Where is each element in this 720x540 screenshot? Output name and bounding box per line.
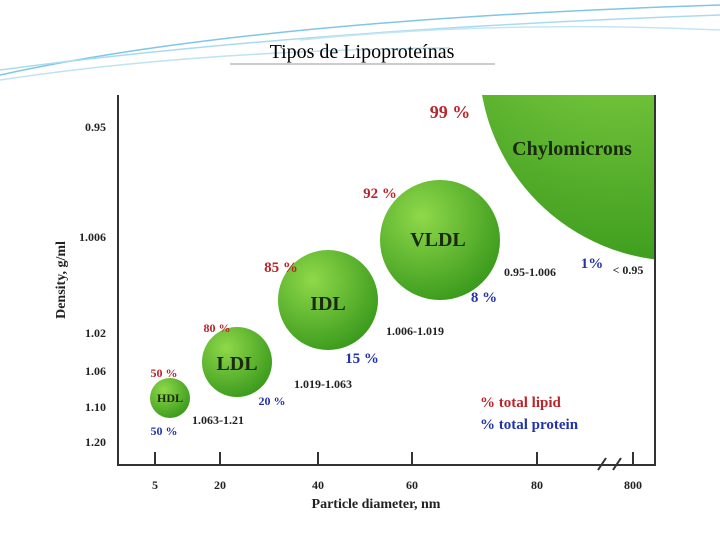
density-range: 0.95-1.006 xyxy=(504,265,556,279)
protein-percent: 1% xyxy=(581,256,604,272)
y-tick-label: 1.02 xyxy=(85,326,106,340)
protein-percent: 8 % xyxy=(471,290,497,306)
protein-percent: 50 % xyxy=(151,424,178,438)
axes xyxy=(117,95,656,471)
density-range: 1.063-1.21 xyxy=(192,413,244,427)
x-tick-label: 60 xyxy=(406,478,418,492)
density-range: 1.019-1.063 xyxy=(294,377,352,391)
x-tick-label: 20 xyxy=(214,478,226,492)
lipid-percent: 85 % xyxy=(264,260,298,276)
y-tick-label: 0.95 xyxy=(85,120,106,134)
density-range: < 0.95 xyxy=(613,263,644,277)
decoration xyxy=(0,4,720,81)
x-tick-label: 80 xyxy=(531,478,543,492)
legend-protein: % total protein xyxy=(480,417,579,433)
protein-percent: 20 % xyxy=(259,394,286,408)
x-tick-label: 40 xyxy=(312,478,324,492)
lipid-percent: 92 % xyxy=(363,186,397,202)
vldl-bubble xyxy=(380,180,500,300)
y-tick-label: 1.20 xyxy=(85,435,106,449)
density-range: 1.006-1.019 xyxy=(386,324,444,338)
idl-bubble xyxy=(278,250,378,350)
title: Tipos de Lipoproteínas xyxy=(270,41,455,63)
particle-name: Chylomicrons xyxy=(512,138,632,160)
bubbles xyxy=(150,95,655,418)
x-axis-title: Particle diameter, nm xyxy=(312,497,441,512)
particle-name: IDL xyxy=(310,293,346,315)
protein-percent: 15 % xyxy=(345,351,379,367)
lipid-percent: 50 % xyxy=(151,366,178,380)
lipid-percent: 80 % xyxy=(204,321,231,335)
chylomicron-bubble xyxy=(482,95,655,260)
legend-lipid: % total lipid xyxy=(480,395,562,411)
particle-name: LDL xyxy=(216,353,257,375)
y-axis-title: Density, g/ml xyxy=(54,241,69,319)
x-tick-label: 800 xyxy=(624,478,642,492)
particle-name: VLDL xyxy=(410,229,466,251)
lipid-percent: 99 % xyxy=(430,102,471,122)
y-tick-label: 1.06 xyxy=(85,364,106,378)
hdl-bubble xyxy=(150,378,190,418)
y-tick-label: 1.006 xyxy=(79,230,106,244)
ldl-bubble xyxy=(202,327,272,397)
y-tick-label: 1.10 xyxy=(85,400,106,414)
particle-name: HDL xyxy=(157,391,183,405)
x-tick-label: 5 xyxy=(152,478,158,492)
